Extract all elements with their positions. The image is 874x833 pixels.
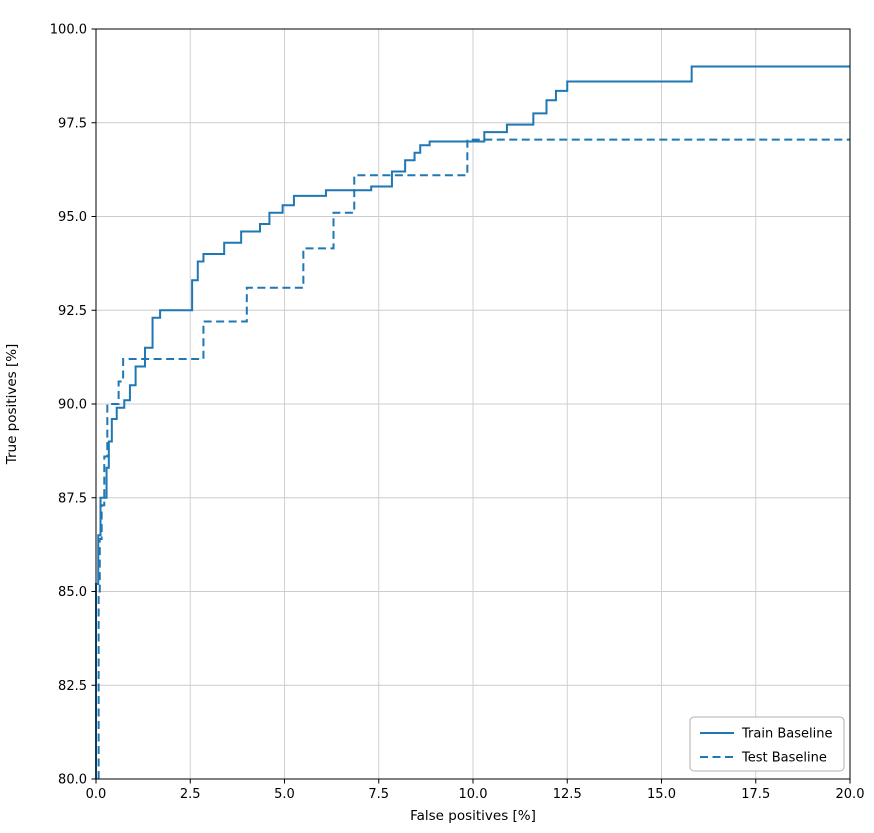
x-tick-label: 20.0	[836, 787, 865, 802]
x-tick-label: 17.5	[741, 787, 770, 802]
x-tick-label: 15.0	[647, 787, 676, 802]
y-tick-label: 90.0	[58, 398, 87, 413]
legend: Train Baseline Test Baseline	[689, 716, 845, 772]
y-tick-label: 100.0	[50, 23, 87, 38]
x-tick-label: 0.0	[86, 787, 107, 802]
series-line-solid	[95, 65, 850, 779]
legend-label: Train Baseline	[741, 727, 832, 742]
y-tick-label: 92.5	[58, 304, 87, 319]
y-tick-label: 87.5	[58, 491, 87, 506]
y-tick-label: 97.5	[58, 116, 87, 131]
x-tick-label: 10.0	[459, 787, 488, 802]
x-tick-label: 5.0	[274, 787, 295, 802]
y-tick-label: 85.0	[58, 585, 87, 600]
legend-label: Test Baseline	[741, 751, 827, 766]
axis-ticks: 0.0 2.5 5.0 7.5 10.0 12.5 15.0 17.5 20.0 80.0 82.5…	[50, 23, 865, 803]
y-tick-label: 82.5	[58, 679, 87, 694]
x-axis-label: False positives [%]	[410, 808, 536, 824]
x-tick-label: 2.5	[180, 787, 201, 802]
data-series	[95, 65, 850, 779]
y-axis-label: True positives [%]	[4, 344, 20, 466]
y-tick-label: 80.0	[58, 773, 87, 788]
series-line-dashed	[97, 138, 850, 779]
x-tick-label: 7.5	[368, 787, 389, 802]
x-tick-label: 12.5	[553, 787, 582, 802]
y-tick-label: 95.0	[58, 210, 87, 225]
